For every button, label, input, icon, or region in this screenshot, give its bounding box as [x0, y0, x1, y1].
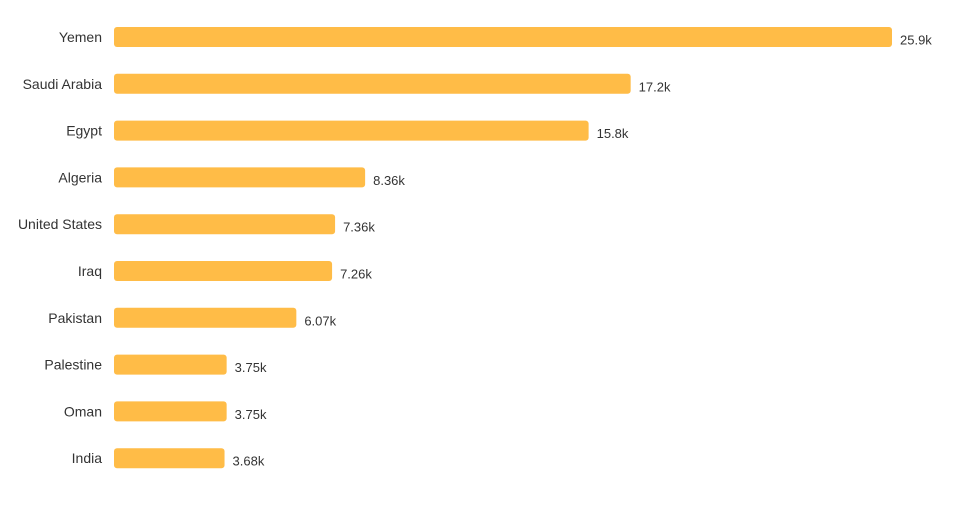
bar-group: Saudi Arabia 17.2k — [23, 73, 671, 94]
bar[interactable] — [114, 73, 631, 94]
bar-group: Yemen 25.9k — [59, 27, 932, 48]
bar[interactable] — [114, 261, 333, 281]
bar[interactable] — [114, 307, 297, 328]
bar-group: Algeria 8.36k — [58, 167, 405, 188]
bar-group: Oman 3.75k — [64, 401, 267, 422]
value-label: 15.8k — [597, 126, 629, 141]
category-label: Palestine — [44, 357, 102, 373]
bar-group: India 3.68k — [72, 448, 265, 469]
bar-group: Iraq 7.26k — [78, 261, 372, 282]
bar[interactable] — [114, 401, 227, 422]
bar-group: Egypt 15.8k — [66, 120, 629, 141]
value-label: 25.9k — [900, 33, 932, 48]
value-label: 7.36k — [343, 220, 375, 235]
value-label: 3.75k — [235, 407, 267, 422]
value-label: 3.68k — [233, 454, 265, 469]
category-label: India — [72, 450, 103, 466]
bar-group: Pakistan 6.07k — [48, 307, 337, 328]
category-label: Algeria — [58, 169, 102, 185]
value-label: 6.07k — [304, 313, 336, 328]
bar[interactable] — [114, 167, 366, 188]
bar[interactable] — [114, 354, 227, 375]
category-label: Oman — [64, 403, 102, 419]
bar-group: Palestine 3.75k — [44, 354, 267, 375]
bar[interactable] — [114, 27, 892, 47]
value-label: 3.75k — [235, 360, 267, 375]
category-label: Saudi Arabia — [23, 76, 103, 92]
bar[interactable] — [114, 448, 225, 469]
category-label: United States — [18, 216, 102, 232]
bar-group: United States 7.36k — [18, 214, 375, 235]
category-label: Egypt — [66, 123, 102, 139]
category-label: Yemen — [59, 29, 102, 45]
value-label: 7.26k — [340, 267, 372, 282]
value-label: 8.36k — [373, 173, 405, 188]
bar[interactable] — [114, 214, 336, 235]
category-label: Iraq — [78, 263, 102, 279]
category-label: Pakistan — [48, 310, 102, 326]
bar[interactable] — [114, 120, 589, 141]
value-label: 17.2k — [639, 79, 671, 94]
